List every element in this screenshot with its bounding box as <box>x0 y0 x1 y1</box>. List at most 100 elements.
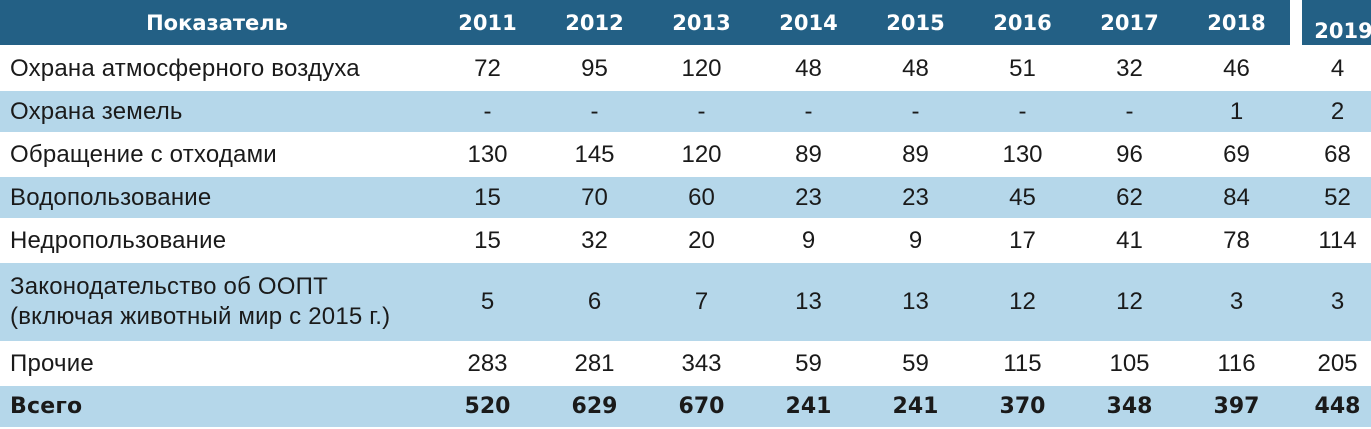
cell-value: 105 <box>1076 343 1183 386</box>
cell-value: 95 <box>541 48 648 91</box>
total-value: 348 <box>1076 386 1183 429</box>
cell-value: - <box>648 91 755 134</box>
cell-value: 20 <box>648 220 755 263</box>
cell-value: 69 <box>1183 134 1290 177</box>
row-label: Охрана земель <box>0 91 434 134</box>
cell-value: 62 <box>1076 177 1183 220</box>
total-value: 397 <box>1183 386 1290 429</box>
cell-value: 51 <box>969 48 1076 91</box>
cell-value: 59 <box>755 343 862 386</box>
cell-value: - <box>755 91 862 134</box>
header-year: 2015 <box>862 0 969 48</box>
cell-value: 52 <box>1290 177 1371 220</box>
cell-value: 3 <box>1183 263 1290 343</box>
cell-value: 89 <box>862 134 969 177</box>
cell-value: 41 <box>1076 220 1183 263</box>
total-value: 448 <box>1290 386 1371 429</box>
cell-value: 12 <box>969 263 1076 343</box>
table-row: Водопользование 15 70 60 23 23 45 62 84 … <box>0 177 1371 220</box>
header-indicator: Показатель <box>0 0 434 48</box>
row-label-line: (включая животный мир с 2015 г.) <box>10 303 391 330</box>
total-value: 241 <box>755 386 862 429</box>
cell-value: 2 <box>1290 91 1371 134</box>
cell-value: 78 <box>1183 220 1290 263</box>
header-year: 2012 <box>541 0 648 48</box>
total-value: 670 <box>648 386 755 429</box>
table-row: Прочие 283 281 343 59 59 115 105 116 205 <box>0 343 1371 386</box>
cell-value: 7 <box>648 263 755 343</box>
cell-value: 130 <box>969 134 1076 177</box>
cell-value: - <box>862 91 969 134</box>
cell-value: 15 <box>434 220 541 263</box>
header-year: 2014 <box>755 0 862 48</box>
cell-value: 5 <box>434 263 541 343</box>
total-label: Всего <box>0 386 434 429</box>
cell-value: - <box>1076 91 1183 134</box>
cell-value: 68 <box>1290 134 1371 177</box>
cell-value: 96 <box>1076 134 1183 177</box>
row-label: Законодательство об ООПТ (включая животн… <box>0 263 434 343</box>
row-label: Охрана атмосферного воздуха <box>0 48 434 91</box>
header-year: 2017 <box>1076 0 1183 48</box>
table-row: Законодательство об ООПТ (включая животн… <box>0 263 1371 343</box>
cell-value: 32 <box>541 220 648 263</box>
row-label: Обращение с отходами <box>0 134 434 177</box>
cell-value: 9 <box>755 220 862 263</box>
total-value: 370 <box>969 386 1076 429</box>
cell-value: 72 <box>434 48 541 91</box>
total-value: 629 <box>541 386 648 429</box>
row-label: Прочие <box>0 343 434 386</box>
total-value: 520 <box>434 386 541 429</box>
header-year: 2013 <box>648 0 755 48</box>
table-row: Обращение с отходами 130 145 120 89 89 1… <box>0 134 1371 177</box>
cell-value: 1 <box>1183 91 1290 134</box>
table-row: Охрана атмосферного воздуха 72 95 120 48… <box>0 48 1371 91</box>
header-year: 2011 <box>434 0 541 48</box>
cell-value: 70 <box>541 177 648 220</box>
cell-value: 12 <box>1076 263 1183 343</box>
cell-value: 59 <box>862 343 969 386</box>
header-year: 2018 <box>1183 0 1290 48</box>
cell-value: 32 <box>1076 48 1183 91</box>
cell-value: 45 <box>969 177 1076 220</box>
cell-value: 114 <box>1290 220 1371 263</box>
cell-value: 343 <box>648 343 755 386</box>
cell-value: 116 <box>1183 343 1290 386</box>
cell-value: 13 <box>755 263 862 343</box>
cell-value: 130 <box>434 134 541 177</box>
cell-value: 4 <box>1290 48 1371 91</box>
cell-value: 46 <box>1183 48 1290 91</box>
cell-value: 13 <box>862 263 969 343</box>
cell-value: 115 <box>969 343 1076 386</box>
cell-value: 120 <box>648 48 755 91</box>
cell-value: 15 <box>434 177 541 220</box>
cell-value: 120 <box>648 134 755 177</box>
cell-value: 23 <box>755 177 862 220</box>
header-year: 2016 <box>969 0 1076 48</box>
row-label: Водопользование <box>0 177 434 220</box>
cell-value: 205 <box>1290 343 1371 386</box>
cell-value: - <box>434 91 541 134</box>
cell-value: 48 <box>755 48 862 91</box>
cell-value: 84 <box>1183 177 1290 220</box>
cell-value: 3 <box>1290 263 1371 343</box>
cell-value: 89 <box>755 134 862 177</box>
cell-value: 23 <box>862 177 969 220</box>
cell-value: 17 <box>969 220 1076 263</box>
cell-value: - <box>541 91 648 134</box>
cell-value: 6 <box>541 263 648 343</box>
header-year: 2019 <box>1290 0 1371 48</box>
cell-value: 145 <box>541 134 648 177</box>
total-value: 241 <box>862 386 969 429</box>
row-label-line: Законодательство об ООПТ <box>10 273 328 300</box>
cell-value: 9 <box>862 220 969 263</box>
table-row: Недропользование 15 32 20 9 9 17 41 78 1… <box>0 220 1371 263</box>
table-row: Охрана земель - - - - - - - 1 2 <box>0 91 1371 134</box>
cell-value: 60 <box>648 177 755 220</box>
cell-value: 281 <box>541 343 648 386</box>
total-row: Всего 520 629 670 241 241 370 348 397 44… <box>0 386 1371 429</box>
cell-value: 48 <box>862 48 969 91</box>
cell-value: - <box>969 91 1076 134</box>
